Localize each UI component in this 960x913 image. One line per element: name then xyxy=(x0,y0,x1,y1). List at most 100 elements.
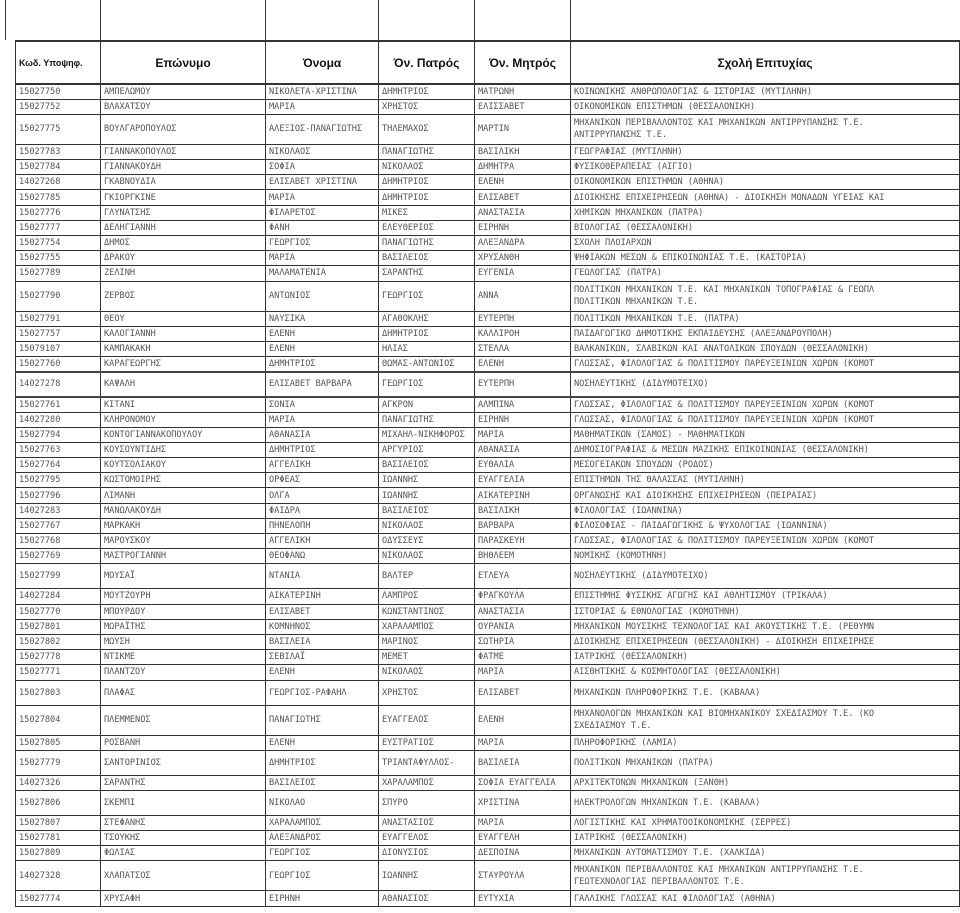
cell-name: ΠΑΝΑΓΙΩΤΗΣ xyxy=(265,704,379,736)
table-row: 15027770 ΜΠΟΥΡΔΟΥ ΕΛΙΣΑΒΕΤ ΚΩΝΣΤΑΝΤΙΝΟΣ ΑΝΑΣ… xyxy=(15,603,960,620)
table-row: 15027789 ΖΕΛΙΝΗ ΜΑΛΑΜΑΤΕΝΙΑ ΣΑΡΑΝΤΗΣ ΕΥΓΕΝΙΑ… xyxy=(15,265,960,282)
cell-mother: ΒΑΡΒΑΡΑ xyxy=(474,517,571,535)
cell-school: ΗΛΕΚΤΡΟΛΟΓΩΝ ΜΗΧΑΝΙΚΩΝ Τ.Ε. (ΚΑΒΑΛΑ) xyxy=(570,789,960,816)
cell-name: ΕΛΙΣΑΒΕΤ ΧΡΙΣΤΙΝΑ xyxy=(265,174,379,191)
cell-school: ΜΗΧΑΝΙΚΩΝ ΜΟΥΣΙΚΗΣ ΤΕΧΝΟΛΟΓΙΑΣ ΚΑΙ ΑΚΟΥΣ… xyxy=(570,618,960,635)
cell-father: ΕΥΣΤΡΑΤΙΟΣ xyxy=(378,734,475,751)
cell-school: ΝΟΣΗΛΕΥΤΙΚΗΣ (ΔΙΔΥΜΟΤΕΙΧΟ) xyxy=(570,563,960,590)
cell-school: ΣΧΟΛΗ ΠΛΟΙΑΡΧΩΝ xyxy=(570,234,960,252)
cell-name: ΕΛΕΝΗ xyxy=(265,340,379,358)
cell-surname: ΚΟΝΤΟΓΙΑΝΝΑΚΟΠΟΥΛΟΥ xyxy=(100,426,266,443)
cell-school: ΝΟΣΗΛΕΥΤΙΚΗΣ (ΔΙΔΥΜΟΤΕΙΧΟ) xyxy=(570,371,960,398)
cell-school: ΒΙΟΛΟΓΙΑΣ (ΘΕΣΣΑΛΟΝΙΚΗ) xyxy=(570,219,960,237)
cell-name: ΒΑΣΙΛΕΙΟΣ xyxy=(265,774,379,791)
cell-code: 15027790 xyxy=(15,280,101,312)
header-surname: Επώνυμο xyxy=(100,40,266,85)
cell-name: ΜΑΡΙΑ xyxy=(265,250,379,267)
cell-code: 15027764 xyxy=(15,457,101,474)
cell-surname: ΤΣΟΥΚΗΣ xyxy=(100,830,266,847)
cell-code: 15079107 xyxy=(15,340,101,358)
cell-name: ΜΑΡΙΑ xyxy=(265,98,379,115)
cell-name: ΚΟΜΝΗΝΟΣ xyxy=(265,618,379,635)
cell-father: ΜΕΜΕΤ xyxy=(378,649,475,666)
table-row: 14027268 ΓΚΑΒΝΟΥΔΙΑ ΕΛΙΣΑΒΕΤ ΧΡΙΣΤΙΝΑ ΔΗΜΗΤ… xyxy=(15,174,960,191)
cell-surname: ΑΜΠΕΛΩΜΟΥ xyxy=(100,83,266,100)
cell-name: ΜΑΡΙΑ xyxy=(265,189,379,206)
cell-code: 14027326 xyxy=(15,774,101,791)
column-divider xyxy=(100,0,101,40)
cell-father: ΒΑΣΙΛΕΙΟΣ xyxy=(378,502,475,519)
cell-name: ΕΙΡΗΝΗ xyxy=(265,890,379,907)
cell-code: 15027752 xyxy=(15,98,101,115)
cell-code: 15027806 xyxy=(15,789,101,816)
cell-school: ΓΛΩΣΣΑΣ, ΦΙΛΟΛΟΓΙΑΣ & ΠΟΛΙΤΙΣΜΟΥ ΠΑΡΕΥΞΕ… xyxy=(570,411,960,428)
cell-code: 14027328 xyxy=(15,860,101,892)
table-row: 15027771 ΠΛΑΝΤΖΟΥ ΕΛΕΝΗ ΝΙΚΟΛΑΟΣ ΜΑΡΙΑ ΑΙΣΘΗΤ… xyxy=(15,664,960,681)
cell-surname: ΓΙΑΝΝΑΚΟΠΟΥΛΟΣ xyxy=(100,143,266,161)
cell-father: ΤΡΙΑΝΤΑΦΥΛΛΟΣ- xyxy=(378,749,475,776)
cell-name: ΒΑΣΙΛΕΙΑ xyxy=(265,633,379,651)
cell-surname: ΜΟΥΤΖΟΥΡΗ xyxy=(100,588,266,605)
cell-surname: ΣΑΡΑΝΤΗΣ xyxy=(100,774,266,791)
cell-name: ΔΗΜΗΤΡΙΟΣ xyxy=(265,356,379,373)
table-row: 15027805 ΡΟΣΒΑΝΗ ΕΛΕΝΗ ΕΥΣΤΡΑΤΙΟΣ ΜΑΡΙΑ ΠΛΗΡΟ… xyxy=(15,734,960,751)
cell-father: ΝΙΚΟΛΑΟΣ xyxy=(378,517,475,535)
cell-father: ΝΙΚΟΛΑΟΣ xyxy=(378,548,475,565)
column-divider xyxy=(378,0,379,40)
cell-name: ΝΙΚΟΛΑΟ xyxy=(265,789,379,816)
cell-name: ΝΤΑΝΙΑ xyxy=(265,563,379,590)
cell-mother: ΕΥΘΑΛΙΑ xyxy=(474,457,571,474)
cell-school: ΟΙΚΟΝΟΜΙΚΩΝ ΕΠΙΣΤΗΜΩΝ (ΘΕΣΣΑΛΟΝΙΚΗ) xyxy=(570,98,960,115)
cell-school: ΓΑΛΛΙΚΗΣ ΓΛΩΣΣΑΣ ΚΑΙ ΦΙΛΟΛΟΓΙΑΣ (ΑΘΗΝΑ) xyxy=(570,890,960,907)
cell-father: ΑΡΓΥΡΙΟΣ xyxy=(378,441,475,459)
cell-school: ΜΗΧΑΝΙΚΩΝ ΠΛΗΡΟΦΟΡΙΚΗΣ Τ.Ε. (ΚΑΒΑΛΑ) xyxy=(570,679,960,706)
cell-school: ΦΥΣΙΚΟΘΕΡΑΠΕΙΑΣ (ΑΙΓΙΟ) xyxy=(570,159,960,176)
table-row: 14027284 ΜΟΥΤΖΟΥΡΗ ΑΙΚΑΤΕΡΙΝΗ ΛΑΜΠΡΟΣ ΦΡΑΓΚΟ… xyxy=(15,588,960,605)
table-row: 15027803 ΠΛΑΦΑΣ ΓΕΩΡΓΙΟΣ-ΡΑΦΑΗΛ ΧΡΗΣΤΟΣ ΕΛΙΣ… xyxy=(15,679,960,706)
cell-father: ΑΝΑΣΤΑΣΙΟΣ xyxy=(378,814,475,832)
cell-mother: ΟΥΡΑΝΙΑ xyxy=(474,618,571,635)
cell-father: ΒΑΛΤΕΡ xyxy=(378,563,475,590)
cell-name: ΓΕΩΡΓΙΟΣ xyxy=(265,234,379,252)
cell-father: ΧΡΗΣΤΟΣ xyxy=(378,679,475,706)
cell-school: ΧΗΜΙΚΩΝ ΜΗΧΑΝΙΚΩΝ (ΠΑΤΡΑ) xyxy=(570,204,960,221)
header-father: Όν. Πατρός xyxy=(378,40,475,85)
cell-school: ΜΗΧΑΝΙΚΩΝ ΠΕΡΙΒΑΛΛΟΝΤΟΣ ΚΑΙ ΜΗΧΑΝΙΚΩΝ ΑΝ… xyxy=(570,860,960,892)
header-code: Κωδ. Υποψηφ. xyxy=(15,40,101,85)
cell-school: ΟΙΚΟΝΟΜΙΚΩΝ ΕΠΙΣΤΗΜΩΝ (ΑΘΗΝΑ) xyxy=(570,174,960,191)
cell-mother: ΕΛΕΝΗ xyxy=(474,356,571,373)
table-row: 14027328 ΧΛΑΠΑΤΣΟΣ ΓΕΩΡΓΙΟΣ ΙΩΑΝΝΗΣ ΣΤΑΥΡΟΥΛ… xyxy=(15,860,960,892)
cell-school: ΛΟΓΙΣΤΙΚΗΣ ΚΑΙ ΧΡΗΜΑΤΟΟΙΚΟΝΟΜΙΚΗΣ (ΣΕΡΡΕ… xyxy=(570,814,960,832)
cell-school: ΑΙΣΘΗΤΙΚΗΣ & ΚΟΣΜΗΤΟΛΟΓΙΑΣ (ΘΕΣΣΑΛΟΝΙΚΗ) xyxy=(570,664,960,681)
cell-surname: ΚΩΣΤΟΜΟΙΡΗΣ xyxy=(100,472,266,489)
cell-name: ΝΙΚΟΛΕΤΑ-ΧΡΙΣΤΙΝΑ xyxy=(265,83,379,100)
cell-surname: ΚΑΡΑΓΕΩΡΓΗΣ xyxy=(100,356,266,373)
cell-name: ΝΑΥΣΙΚΑ xyxy=(265,310,379,327)
cell-school: ΠΑΙΔΑΓΩΓΙΚΟ ΔΗΜΟΤΙΚΗΣ ΕΚΠΑΙΔΕΥΣΗΣ (ΑΛΕΞΑ… xyxy=(570,325,960,342)
cell-surname: ΛΙΜΑΝΗ xyxy=(100,487,266,504)
cell-name: ΑΝΤΩΝΙΟΣ xyxy=(265,280,379,312)
table-row: 14027326 ΣΑΡΑΝΤΗΣ ΒΑΣΙΛΕΙΟΣ ΧΑΡΑΛΑΜΠΟΣ ΣΟΦΙΑ… xyxy=(15,774,960,791)
cell-father: ΓΕΩΡΓΙΟΣ xyxy=(378,371,475,398)
header-mother: Όν. Μητρός xyxy=(474,40,571,85)
cell-code: 15027774 xyxy=(15,890,101,907)
cell-mother: ΒΑΣΙΛΙΚΗ xyxy=(474,502,571,519)
table-row: 15027795 ΚΩΣΤΟΜΟΙΡΗΣ ΟΡΦΕΑΣ ΙΩΑΝΝΗΣ ΕΥΑΓΓΕΛΙ… xyxy=(15,472,960,489)
cell-father: ΣΠΥΡΟ xyxy=(378,789,475,816)
cell-mother: ΕΥΤΕΡΠΗ xyxy=(474,310,571,327)
cell-school: ΠΛΗΡΟΦΟΡΙΚΗΣ (ΛΑΜΙΑ) xyxy=(570,734,960,751)
cell-school: ΠΟΛΙΤΙΚΩΝ ΜΗΧΑΝΙΚΩΝ Τ.Ε. (ΠΑΤΡΑ) xyxy=(570,310,960,327)
cell-father: ΗΛΙΑΣ xyxy=(378,340,475,358)
table-row: 15027775 ΒΟΥΛΓΑΡΟΠΟΥΛΟΣ ΑΛΕΞΙΟΣ-ΠΑΝΑΓΙΩΤΗΣ… xyxy=(15,113,960,145)
cell-mother: ΕΙΡΗΝΗ xyxy=(474,411,571,428)
cell-school: ΙΣΤΟΡΙΑΣ & ΕΘΝΟΛΟΓΙΑΣ (ΚΟΜΟΤΗΝΗ) xyxy=(570,603,960,620)
cell-school: ΓΕΩΛΟΓΙΑΣ (ΠΑΤΡΑ) xyxy=(570,265,960,282)
cell-school: ΚΟΙΝΩΝΙΚΗΣ ΑΝΘΡΩΠΟΛΟΓΙΑΣ & ΙΣΤΟΡΙΑΣ (ΜΥΤ… xyxy=(570,83,960,100)
cell-code: 15027799 xyxy=(15,563,101,590)
cell-mother: ΜΑΡΙΑ xyxy=(474,814,571,832)
table-row: 15027790 ΖΕΡΒΟΣ ΑΝΤΩΝΙΟΣ ΓΕΩΡΓΙΟΣ ΑΝΝΑ ΠΟΛΙΤΙ… xyxy=(15,280,960,312)
cell-mother: ΕΥΑΓΓΕΛΗ xyxy=(474,830,571,847)
cell-surname: ΜΩΡΑΪΤΗΣ xyxy=(100,618,266,635)
table-row: 15027806 ΣΚΕΜΠΙ ΝΙΚΟΛΑΟ ΣΠΥΡΟ ΧΡΙΣΤΙΝΑ ΗΛΕΚΤΡ… xyxy=(15,789,960,816)
table-row: 15027763 ΚΟΥΣΟΥΝΤΙΔΗΣ ΔΗΜΗΤΡΙΟΣ ΑΡΓΥΡΙΟΣ ΑΘΑ… xyxy=(15,441,960,459)
